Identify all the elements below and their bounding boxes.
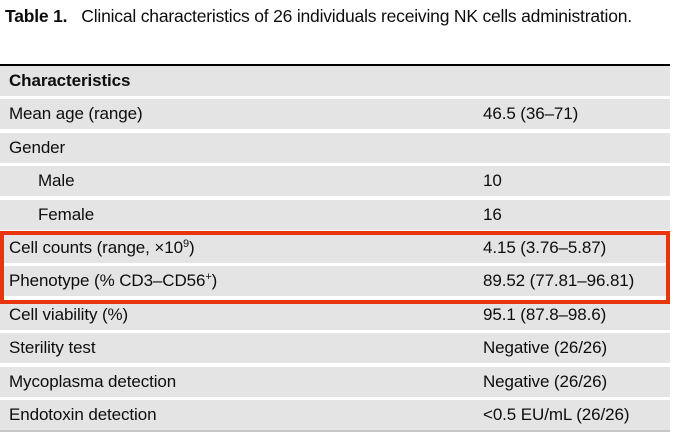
- header-label: Characteristics: [9, 71, 131, 90]
- row-value: Negative (26/26): [483, 338, 608, 358]
- table-row-phenotype: Phenotype (% CD3–CD56+) 89.52 (77.81–96.…: [0, 266, 670, 297]
- table-row-cell-counts: Cell counts (range, ×109) 4.15 (3.76–5.8…: [0, 232, 670, 263]
- row-label: Sterility test: [9, 338, 96, 358]
- table-row-sterility-test: Sterility test Negative (26/26): [0, 333, 670, 364]
- table-caption-number: Table 1.: [5, 6, 68, 26]
- table-caption-text: Clinical characteristics of 26 individua…: [81, 6, 632, 26]
- row-label: Gender: [9, 137, 66, 157]
- row-label: Mycoplasma detection: [9, 371, 177, 391]
- row-label: Cell counts (range, ×109): [9, 237, 195, 257]
- table-row-male: Male 10: [0, 166, 670, 197]
- clinical-characteristics-table: Characteristics Mean age (range) 46.5 (3…: [0, 64, 670, 432]
- row-label: Cell viability (%): [9, 304, 129, 324]
- row-value: <0.5 EU/mL (26/26): [483, 404, 630, 424]
- row-value: 16: [483, 204, 502, 224]
- row-value: 10: [483, 171, 502, 191]
- row-label: Mean age (range): [9, 104, 143, 124]
- row-label: Endotoxin detection: [9, 404, 157, 424]
- table-caption: Table 1. Clinical characteristics of 26 i…: [5, 3, 653, 29]
- row-value: Negative (26/26): [483, 371, 608, 391]
- row-value: 46.5 (36–71): [483, 104, 579, 124]
- table-row-gender: Gender: [0, 132, 670, 163]
- table-row-mean-age: Mean age (range) 46.5 (36–71): [0, 99, 670, 130]
- table-row-cell-viability: Cell viability (%) 95.1 (87.8–98.6): [0, 299, 670, 330]
- row-label: Male: [38, 171, 75, 191]
- table-header-row: Characteristics: [0, 66, 670, 96]
- row-label: Phenotype (% CD3–CD56+): [9, 271, 218, 291]
- table-row-endotoxin: Endotoxin detection <0.5 EU/mL (26/26): [0, 399, 670, 430]
- row-value: 89.52 (77.81–96.81): [483, 271, 635, 291]
- table-row-mycoplasma: Mycoplasma detection Negative (26/26): [0, 366, 670, 397]
- table-row-female: Female 16: [0, 199, 670, 230]
- row-label: Female: [38, 204, 95, 224]
- row-value: 4.15 (3.76–5.87): [483, 237, 607, 257]
- row-value: 95.1 (87.8–98.6): [483, 304, 607, 324]
